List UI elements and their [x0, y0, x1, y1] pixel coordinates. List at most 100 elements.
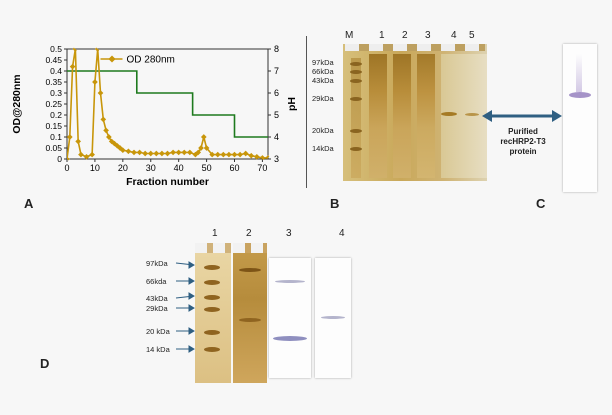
marker-band [350, 62, 362, 66]
od-data-point [159, 150, 165, 157]
marker-band [350, 129, 362, 133]
purified-label-line1: Purified [508, 127, 538, 136]
y-right-axis-label: pH [286, 97, 298, 111]
od-data-point [78, 151, 84, 158]
panel-letter-d: D [40, 356, 50, 371]
gel-d-marker-band [204, 265, 220, 270]
gel-d-lane-1: 1 [212, 228, 218, 239]
lane-1-smear [369, 54, 387, 178]
gel-d-lane-2-strip [233, 243, 267, 383]
y-left-tick-label: 0.4 [50, 66, 62, 76]
y-left-tick-label: 0.25 [45, 99, 62, 109]
od-data-point [226, 151, 232, 158]
purified-label-line3: protein [509, 147, 537, 156]
od-data-point [89, 151, 95, 158]
gel-d-marker-20: 20 kDa [146, 327, 170, 336]
y-left-tick-label: 0 [57, 154, 62, 164]
x-tick-label: 50 [202, 163, 212, 173]
blot-d3-band [275, 280, 305, 283]
elution-chart: 0 10 20 30 40 50 60 70 00.050.10.150.20.250.30.3… [11, 44, 298, 188]
western-blot-d-lane-4 [315, 258, 351, 378]
y-left-tick-label: 0.1 [50, 132, 62, 142]
gel-d-marker-97: 97kDa [146, 259, 168, 268]
gel-b-marker-29: 29kDa [312, 94, 334, 103]
gel-d-marker-band [204, 307, 220, 312]
gel-d-marker-14: 14 kDa [146, 345, 170, 354]
od-data-point [231, 151, 238, 158]
od-data-point [220, 151, 227, 158]
gel-b [343, 44, 487, 181]
x-tick-label: 20 [118, 163, 128, 173]
lane-3-smear [417, 54, 435, 178]
od-series-line [67, 49, 268, 159]
blot-d4-band [321, 316, 345, 319]
od-data-point [66, 134, 73, 140]
y-right-tick-label: 8 [274, 44, 279, 54]
gel-b-marker-97: 97kDa [312, 58, 334, 67]
od-data-point [181, 149, 188, 156]
y-right-tick-label: 7 [274, 66, 279, 76]
gel-d-lane-4: 4 [339, 228, 345, 239]
plot-frame [66, 48, 269, 160]
od-data-point [153, 150, 160, 157]
y-left-tick-label: 0.5 [50, 44, 62, 54]
gel-b-marker-20: 20kDa [312, 126, 334, 135]
y-left-tick-label: 0.35 [45, 77, 62, 87]
gel-d-lane2-band [239, 318, 261, 322]
gel-d-marker-band [204, 330, 220, 335]
gel-b-lane-2: 2 [402, 30, 408, 41]
gel-b-lane-5: 5 [469, 30, 475, 41]
od-data-point [242, 150, 249, 157]
purified-protein-label: Purified recHRP2-T3 protein [490, 127, 556, 157]
od-data-point [83, 153, 90, 160]
blot-c-smear [576, 54, 582, 92]
gel-d-wells [195, 243, 231, 253]
x-tick-label: 60 [229, 163, 239, 173]
x-axis-label: Fraction number [126, 176, 209, 188]
y-right-tick-label: 5 [274, 110, 279, 120]
od-data-point [164, 150, 171, 157]
marker-band [350, 147, 362, 151]
panel-letter-a: A [24, 196, 34, 211]
gel-d-marker-43: 43kDa [146, 294, 168, 303]
od-data-point [136, 149, 143, 156]
od-data-point [69, 63, 76, 70]
od-data-point [187, 149, 193, 156]
marker-lane [351, 58, 361, 178]
blot-d3-band [273, 336, 307, 341]
gel-b-marker-66: 66kDa [312, 67, 334, 76]
western-blot-c [563, 44, 597, 192]
lane-4-band [441, 112, 457, 116]
od-data-point [120, 147, 126, 154]
od-data-point [142, 150, 148, 157]
gel-b-marker-14: 14kDa [312, 144, 334, 153]
gel-b-lane-4: 4 [451, 30, 457, 41]
od-data-point [175, 149, 182, 156]
lane-2-smear [393, 54, 411, 178]
od-data-point [125, 148, 132, 155]
marker-band [350, 79, 362, 83]
double-arrow-icon [482, 110, 562, 122]
blot-c-band [569, 92, 591, 98]
y-right-tick-label: 3 [274, 154, 279, 164]
od-data-point [265, 155, 271, 159]
panel-letter-c: C [536, 196, 546, 211]
od-data-point [92, 79, 98, 85]
gel-d-lane2-band [239, 268, 261, 272]
ph-series-line [67, 70, 268, 138]
od-data-point [200, 134, 207, 140]
lane-5-band [465, 113, 479, 116]
marker-band [350, 70, 362, 74]
gel-d-lane-1-strip [195, 243, 231, 383]
gel-d-marker-band [204, 295, 220, 300]
gel-d-marker-29: 29kDa [146, 304, 168, 313]
purified-label-line2: recHRP2-T3 [500, 137, 546, 146]
marker-band [350, 97, 362, 101]
od-data-point [170, 149, 176, 156]
od-data-point [106, 134, 112, 140]
y-left-tick-label: 0.15 [45, 121, 62, 131]
od-data-point [203, 145, 210, 151]
od-data-point [195, 149, 202, 156]
legend-label: OD 280nm [127, 55, 175, 66]
gel-d-marker-band [204, 347, 220, 352]
